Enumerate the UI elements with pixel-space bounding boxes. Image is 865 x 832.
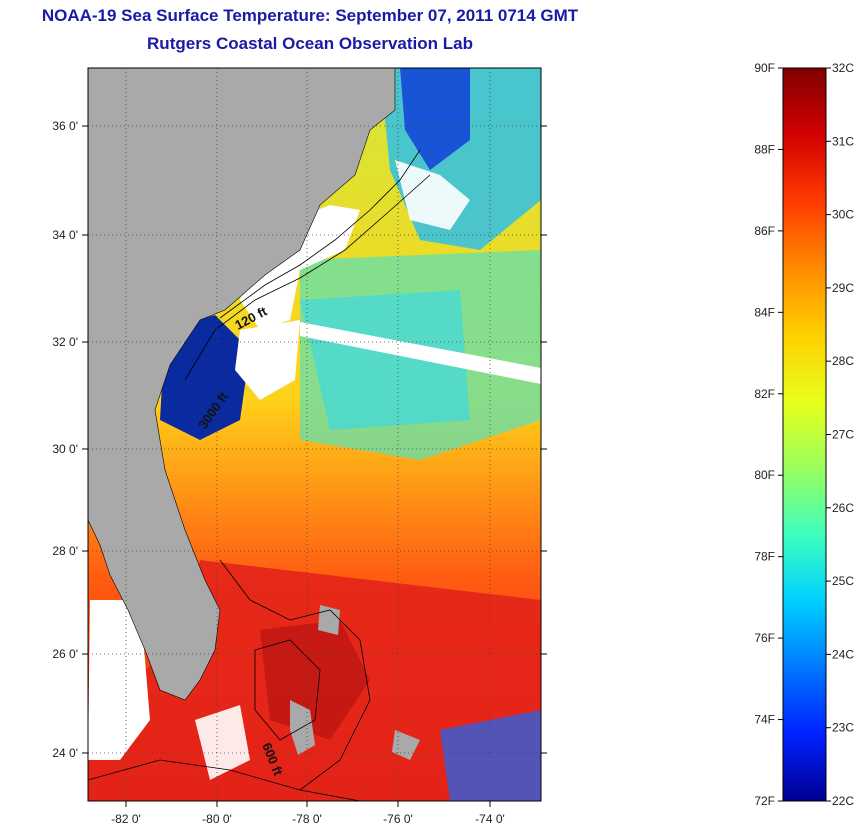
colorbar-fahrenheit-label: 84F [754,305,775,319]
axis-ticks [82,125,547,807]
colorbar-celsius-label: 29C [832,281,854,295]
colorbar-ticks: 90F 88F 86F 84F 82F 80F 78F 76F 74F 72F 32C 31C 30C 2… [754,61,854,808]
colorbar-fahrenheit-label: 76F [754,631,775,645]
isobath-line [184,174,431,381]
colorbar-fahrenheit-label: 86F [754,224,775,238]
cool-water-southeast [440,710,541,801]
land-southeast-us [88,68,396,701]
island [318,605,340,635]
lat-tick-label: 24 0' [52,746,78,760]
colorbar-fahrenheit-label: 72F [754,794,775,808]
colorbar-celsius-label: 23C [832,721,854,735]
lat-tick-label: 26 0' [52,647,78,661]
lon-tick-label: -76 0' [383,812,413,826]
colorbar-celsius-label: 32C [832,61,854,75]
colorbar-fahrenheit-label: 78F [754,550,775,564]
isobath-line [219,559,371,791]
colorbar-fahrenheit-label: 82F [754,387,775,401]
lat-tick-label: 32 0' [52,335,78,349]
cloud-cover [195,705,250,780]
map-plot-area [88,68,541,801]
colorbar-fahrenheit-label: 90F [754,61,775,75]
lat-tick-label: 30 0' [52,442,78,456]
lat-tick-label: 36 0' [52,119,78,133]
colorbar-fahrenheit-label: 74F [754,713,775,727]
map-frame [87,67,542,802]
map-subtitle: Rutgers Coastal Ocean Observation Lab [147,34,473,53]
lon-tick-label: -78 0' [292,812,322,826]
colorbar-gradient [782,67,827,802]
island [392,730,420,760]
cold-water-northeast [400,68,470,170]
missing-data-swath [300,322,541,384]
lon-tick-label: -74 0' [475,812,505,826]
cloud-cover [395,160,470,230]
colorbar-celsius-label: 22C [832,794,854,808]
cloud-cover [88,600,150,760]
colorbar-fahrenheit-label: 80F [754,468,775,482]
isobath-line [88,759,361,801]
colorbar-celsius-label: 25C [832,574,854,588]
lat-tick-label: 34 0' [52,228,78,242]
lat-tick-label: 28 0' [52,544,78,558]
warm-core [260,620,370,740]
map-title: NOAA-19 Sea Surface Temperature: Septemb… [41,6,579,25]
lon-tick-label: -82 0' [111,812,141,826]
isobath-line [254,639,321,741]
colorbar-celsius-label: 26C [832,501,854,515]
colorbar-fahrenheit-label: 88F [754,142,775,156]
cool-band [300,290,470,430]
isobath-line [219,149,421,319]
colorbar-celsius-label: 24C [832,647,854,661]
cloud-cover [235,320,300,400]
colorbar-celsius-label: 31C [832,134,854,148]
colorbar-celsius-label: 27C [832,428,854,442]
colorbar-celsius-label: 28C [832,354,854,368]
colorbar-celsius-label: 30C [832,208,854,222]
lon-tick-label: -80 0' [202,812,232,826]
